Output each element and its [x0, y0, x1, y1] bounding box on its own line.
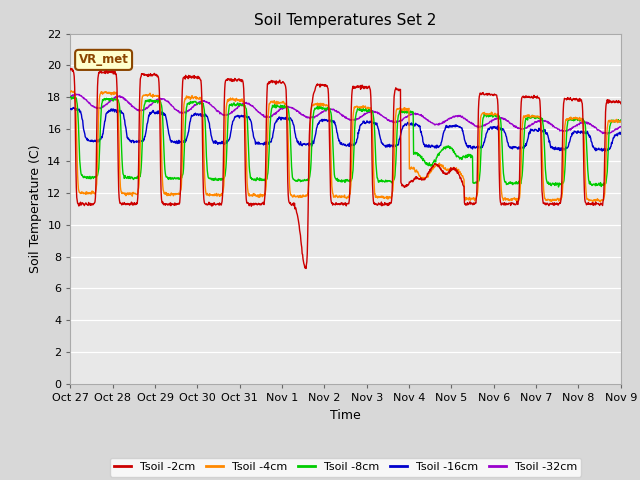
X-axis label: Time: Time [330, 408, 361, 421]
Text: VR_met: VR_met [79, 53, 129, 66]
Legend: Tsoil -2cm, Tsoil -4cm, Tsoil -8cm, Tsoil -16cm, Tsoil -32cm: Tsoil -2cm, Tsoil -4cm, Tsoil -8cm, Tsoi… [110, 457, 581, 477]
Title: Soil Temperatures Set 2: Soil Temperatures Set 2 [255, 13, 436, 28]
Y-axis label: Soil Temperature (C): Soil Temperature (C) [29, 144, 42, 273]
